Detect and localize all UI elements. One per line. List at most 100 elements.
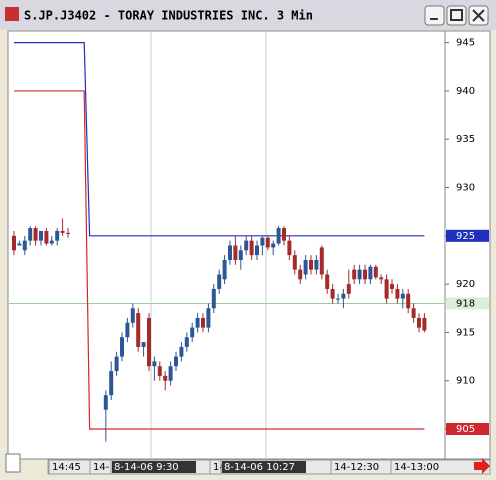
chart-area xyxy=(7,30,491,460)
value-box xyxy=(446,423,489,436)
candle-body xyxy=(282,228,286,241)
candle-body xyxy=(136,313,141,347)
candle-body xyxy=(395,288,400,299)
candle-body xyxy=(422,317,427,331)
candle-body xyxy=(292,255,297,270)
candle-body xyxy=(271,243,276,248)
candle-body xyxy=(368,266,373,280)
candle-body xyxy=(314,259,319,270)
value-box xyxy=(446,297,489,310)
x-tick-label: 14-13:00 xyxy=(394,462,439,473)
candle-body xyxy=(190,327,195,338)
y-tick-label: 935 xyxy=(456,134,475,145)
candle-body xyxy=(233,245,238,260)
candle-body xyxy=(309,259,313,270)
candle-body xyxy=(357,269,362,280)
candle-body xyxy=(55,230,60,241)
candle-body xyxy=(260,237,265,246)
candle-body xyxy=(12,235,16,251)
maximize-button[interactable] xyxy=(446,5,467,26)
candle-body xyxy=(346,284,351,294)
candle-body xyxy=(33,228,38,241)
candle-body xyxy=(109,371,114,396)
candle-body xyxy=(319,247,324,275)
y-tick-label: 910 xyxy=(456,376,475,387)
candle-body xyxy=(336,298,340,300)
value-box-label: 918 xyxy=(456,298,475,309)
candle-body xyxy=(373,266,378,278)
candle-body xyxy=(217,274,222,289)
minimize-icon xyxy=(430,18,438,20)
candle-body xyxy=(130,308,135,323)
candle-body xyxy=(17,243,22,246)
candle-body xyxy=(49,240,54,244)
candle-body xyxy=(120,337,124,357)
candle-body xyxy=(28,228,33,241)
candle-body xyxy=(411,308,416,318)
candle-body xyxy=(22,240,27,251)
title-bar xyxy=(0,0,496,30)
candle-body xyxy=(325,274,330,289)
value-box xyxy=(446,229,489,242)
candle-body xyxy=(206,308,211,328)
candle-body xyxy=(125,322,130,338)
scroll-arrow[interactable] xyxy=(474,458,490,474)
y-tick-label: 920 xyxy=(456,279,475,290)
candle-body xyxy=(352,269,357,280)
price-line xyxy=(14,42,425,237)
candle-body xyxy=(66,232,70,234)
candle-body xyxy=(157,366,162,376)
maximize-icon xyxy=(450,9,463,21)
candle-body xyxy=(168,366,173,381)
x-tick-label: 8-14-06 9:30 xyxy=(114,462,179,473)
candle-body xyxy=(179,346,184,357)
candle-body xyxy=(265,237,270,248)
minimize-button[interactable] xyxy=(424,5,445,26)
candle-body xyxy=(406,293,411,309)
candle-body xyxy=(141,342,146,347)
candle-body xyxy=(174,356,178,367)
x-label-highlight xyxy=(112,461,196,473)
price-line xyxy=(14,90,425,430)
candle-body xyxy=(211,288,216,309)
candle-body xyxy=(379,277,384,280)
close-icon xyxy=(472,9,485,22)
candle-body xyxy=(238,250,243,260)
y-tick-label: 930 xyxy=(456,183,475,194)
x-tick-label: 8-14-06 10:27 xyxy=(224,462,295,473)
value-box-label: 925 xyxy=(456,231,475,242)
app-icon xyxy=(5,7,19,21)
candle-body xyxy=(39,230,43,241)
candle-body xyxy=(400,293,405,299)
candle-body xyxy=(60,230,65,233)
candle-body xyxy=(44,230,49,244)
candle-body xyxy=(287,240,292,256)
candle-body xyxy=(298,269,303,280)
candle-body xyxy=(390,284,394,289)
y-tick-label: 915 xyxy=(456,327,475,338)
candle-body xyxy=(276,228,281,244)
candle-body xyxy=(147,317,151,367)
candle-body xyxy=(330,288,335,299)
x-tick-label: 14:45 xyxy=(52,462,81,473)
x-tick-label: 14-12:30 xyxy=(334,462,379,473)
candle-body xyxy=(249,240,254,256)
candle-body xyxy=(222,259,227,280)
candle-body xyxy=(163,375,168,381)
candle-body xyxy=(228,245,232,260)
candle-body xyxy=(195,317,200,328)
value-box-label: 905 xyxy=(456,424,475,435)
corner-box[interactable] xyxy=(5,453,21,473)
candle-body xyxy=(114,356,119,372)
x-label-highlight xyxy=(222,461,306,473)
candle-body xyxy=(103,395,108,410)
candle-body xyxy=(303,259,308,275)
x-tick-label: 14- xyxy=(93,462,110,473)
y-tick-label: 945 xyxy=(456,38,475,49)
candle-body xyxy=(363,269,367,280)
candle-body xyxy=(184,337,189,347)
window-title: S.JP.J3402 - TORAY INDUSTRIES INC. 3 Min xyxy=(24,9,313,23)
window-buttons[interactable] xyxy=(424,5,489,26)
candle-body xyxy=(384,279,389,299)
